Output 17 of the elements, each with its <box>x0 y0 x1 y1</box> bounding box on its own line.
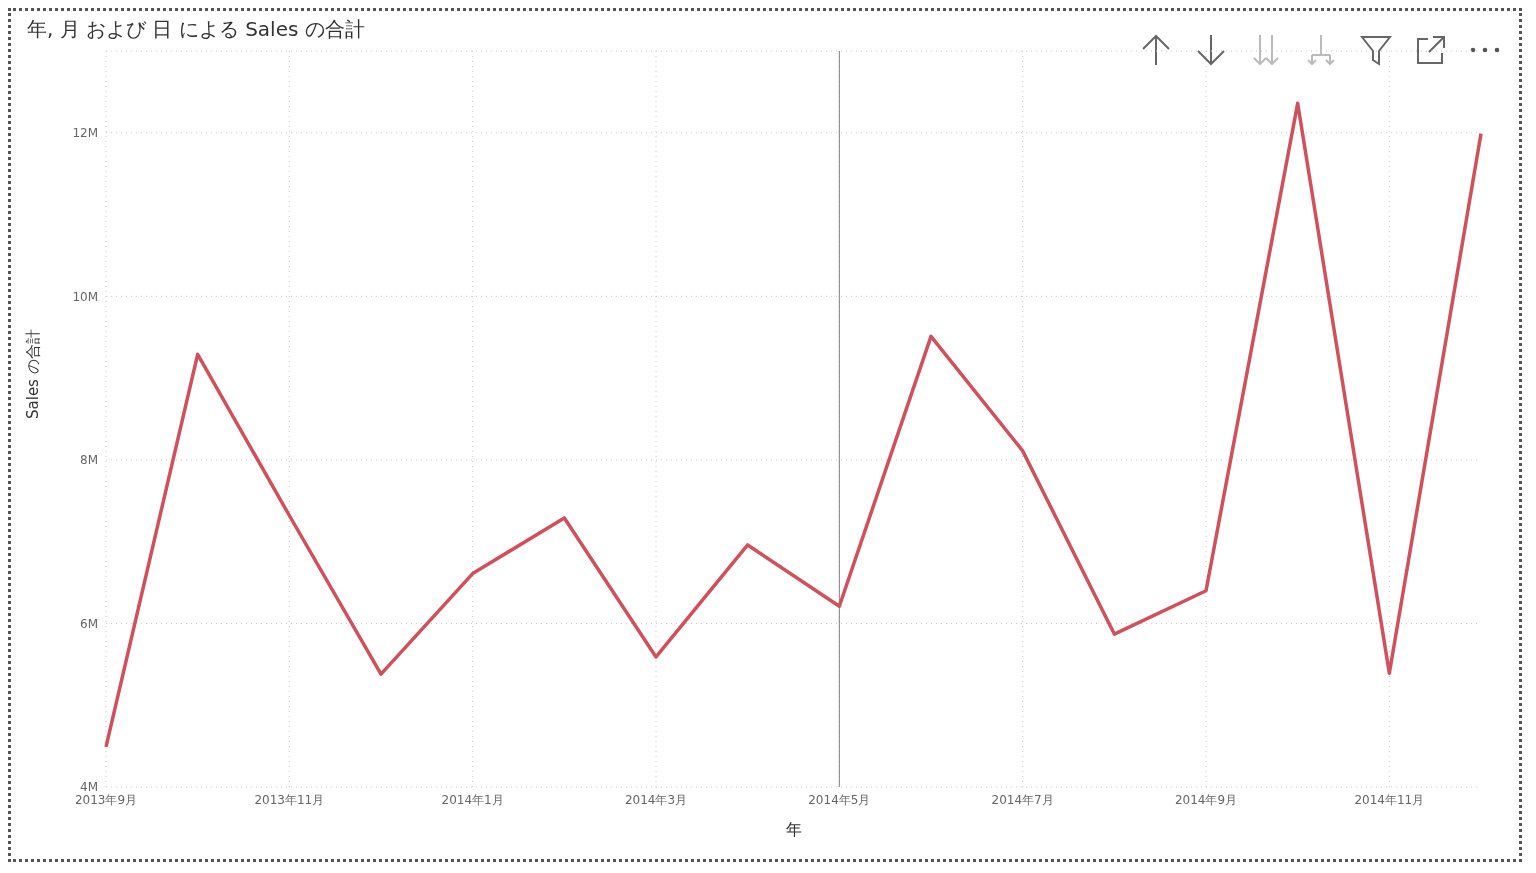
x-tick-label: 2014年7月 <box>991 792 1054 807</box>
chart-title: 年, 月 および 日 による Sales の合計 <box>27 16 365 43</box>
y-tick-label: 4M <box>80 780 98 795</box>
x-tick-label: 2013年11月 <box>254 792 325 807</box>
line-series <box>104 101 1483 749</box>
y-tick-label: 6M <box>80 616 98 631</box>
x-tick-label: 2014年5月 <box>808 792 871 807</box>
x-tick-label: 2014年3月 <box>624 792 688 807</box>
x-tick-label: 2013年9月 <box>74 792 138 807</box>
x-tick-label: 2014年9月 <box>1174 792 1238 807</box>
y-axis-title: Sales の合計 <box>24 329 43 419</box>
x-axis-title: 年 <box>785 820 802 839</box>
y-tick-label: 8M <box>80 453 98 468</box>
y-tick-label: 12M <box>72 126 98 141</box>
y-tick-label: 10M <box>72 289 98 304</box>
x-tick-label: 2014年11月 <box>1354 792 1425 807</box>
x-tick-label: 2014年1月 <box>441 792 504 807</box>
